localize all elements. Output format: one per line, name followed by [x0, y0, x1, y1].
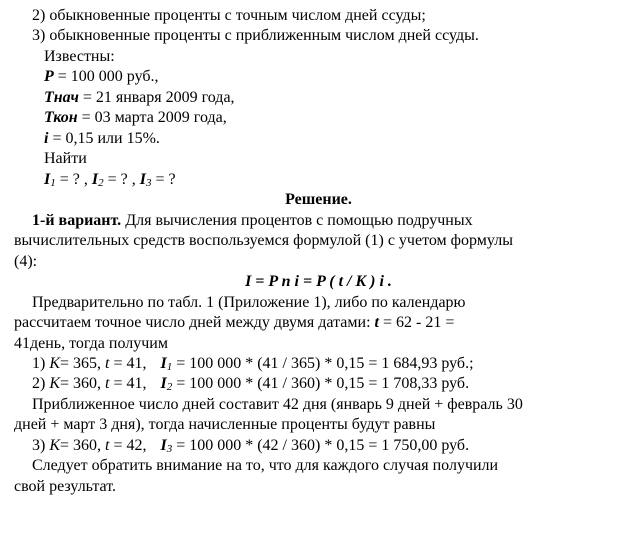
- r2-b: = 360,: [60, 375, 105, 392]
- r3-d: = 100 000 * (42 / 360) * 0,15 = 1 750,00…: [172, 437, 469, 454]
- val-Tkon: = 03 марта 2009 года,: [78, 109, 227, 126]
- r3-c: = 42,: [109, 437, 146, 454]
- r2-K: К: [49, 375, 60, 392]
- known-label: Известны:: [14, 47, 623, 67]
- variant1-line2: вычислительных средств воспользуемся фор…: [14, 231, 623, 251]
- para4-line1: Следует обратить внимание на то, что для…: [14, 456, 623, 476]
- r1-d: = 100 000 * (41 / 365) * 0,15 = 1 684,93…: [172, 355, 473, 372]
- result-1: 1) К= 365, t = 41,I1 = 100 000 * (41 / 3…: [14, 354, 623, 374]
- formula-line: I = P n i = P ( t / K ) i .: [14, 272, 623, 292]
- list-item-2: 2) обыкновенные проценты с точным числом…: [14, 6, 623, 26]
- variant1-line3: (4):: [14, 252, 623, 272]
- para2-line3: 41день, тогда получим: [14, 334, 623, 354]
- var-Tnach: Тнач: [44, 89, 79, 106]
- param-P: P = 100 000 руб.,: [14, 67, 623, 87]
- var-P: P: [44, 68, 54, 85]
- val-i: = 0,15 или 15%.: [48, 130, 159, 147]
- var-Tkon: Ткон: [44, 109, 78, 126]
- result-3: 3) К= 360, t = 42,I3 = 100 000 * (42 / 3…: [14, 436, 623, 456]
- solution-heading-text: Решение.: [285, 191, 352, 208]
- find-targets: I1 = ? , I2 = ? , I3 = ?: [14, 170, 623, 190]
- r1-idx: 1): [32, 355, 49, 372]
- param-i: i = 0,15 или 15%.: [14, 129, 623, 149]
- r2-d: = 100 000 * (41 / 360) * 0,15 = 1 708,33…: [172, 375, 469, 392]
- document-body: 2) обыкновенные проценты с точным числом…: [0, 0, 637, 507]
- r3-b: = 360,: [60, 437, 105, 454]
- r2-c: = 41,: [109, 375, 146, 392]
- result-2: 2) К= 360, t = 41,I2 = 100 000 * (41 / 3…: [14, 374, 623, 394]
- variant1-label: 1-й вариант.: [32, 212, 121, 229]
- q1: = ? ,: [56, 171, 92, 188]
- val-P: = 100 000 руб.,: [54, 68, 159, 85]
- para3-line2: дней + март 3 дня), тогда начисленные пр…: [14, 415, 623, 435]
- para3-line1: Приближенное число дней составит 42 дня …: [14, 395, 623, 415]
- variant1-line1: 1-й вариант. Для вычисления процентов с …: [14, 211, 623, 231]
- list-item-3: 3) обыкновенные проценты с приближенным …: [14, 26, 623, 46]
- r3-K: К: [49, 437, 60, 454]
- find-label: Найти: [14, 149, 623, 169]
- param-Tkon: Ткон = 03 марта 2009 года,: [14, 108, 623, 128]
- r1-c: = 41,: [109, 355, 146, 372]
- q3: = ?: [151, 171, 175, 188]
- para2-line2b: = 62 - 21 =: [379, 314, 454, 331]
- val-Tnach: = 21 января 2009 года,: [79, 89, 235, 106]
- r2-idx: 2): [32, 375, 49, 392]
- r3-idx: 3): [32, 437, 49, 454]
- param-Tnach: Тнач = 21 января 2009 года,: [14, 88, 623, 108]
- solution-heading: Решение.: [14, 190, 623, 210]
- para2-line2: рассчитаем точное число дней между двумя…: [14, 313, 623, 333]
- para2-line2a: рассчитаем точное число дней между двумя…: [14, 314, 375, 331]
- r1-b: = 365,: [60, 355, 105, 372]
- r1-K: К: [49, 355, 60, 372]
- para2-line1: Предварительно по табл. 1 (Приложение 1)…: [14, 293, 623, 313]
- q2: = ? ,: [104, 171, 140, 188]
- formula-text: I = P n i = P ( t / K ) i .: [245, 273, 392, 290]
- variant1-rest: Для вычисления процентов с помощью подру…: [121, 212, 472, 229]
- para4-line2: свой результат.: [14, 477, 623, 497]
